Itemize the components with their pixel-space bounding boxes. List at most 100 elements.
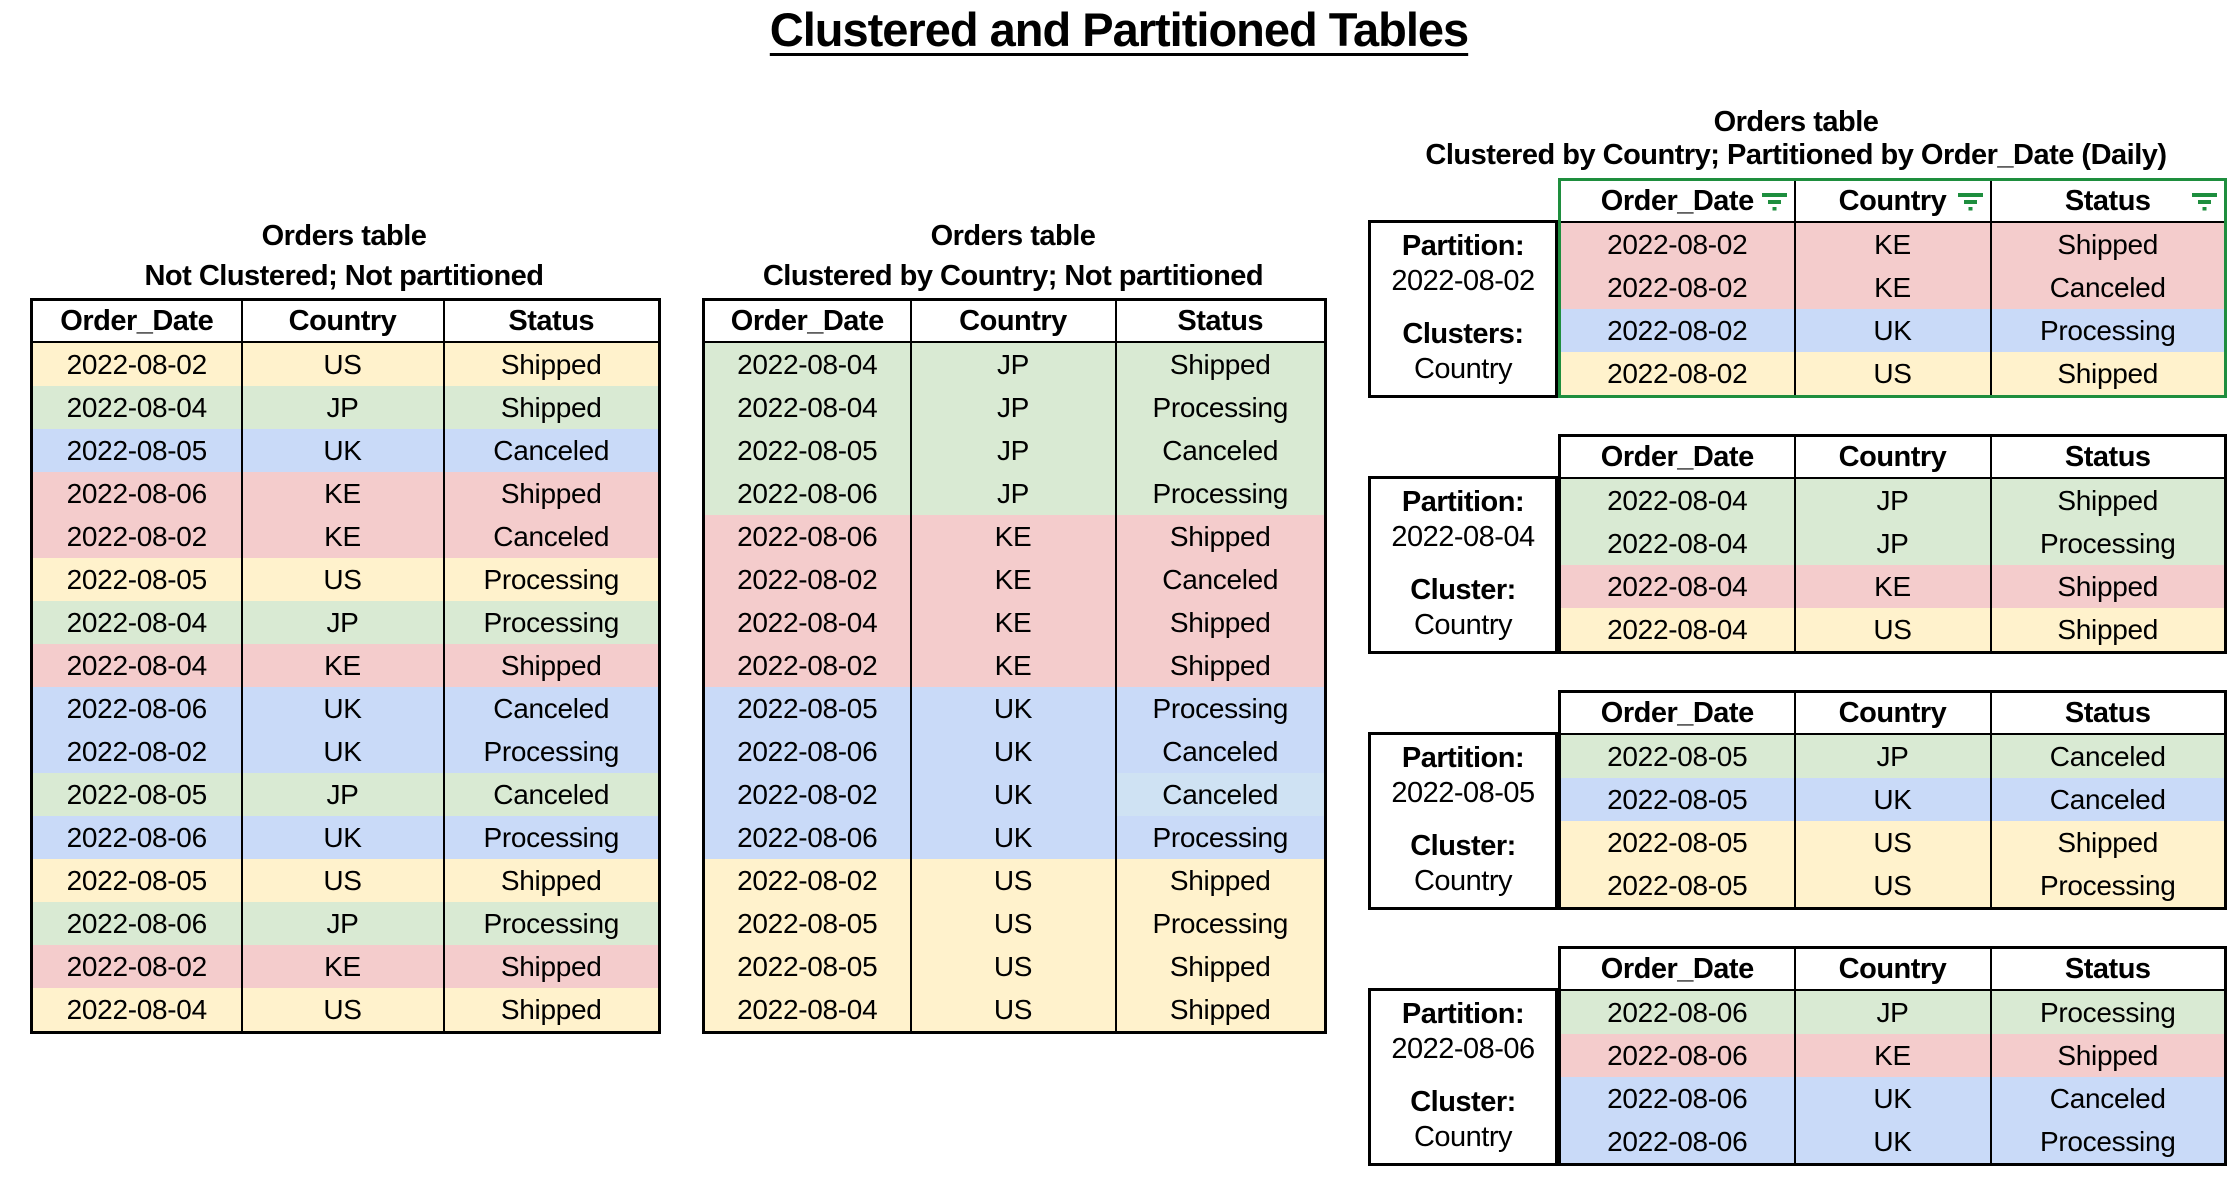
filter-icon[interactable]	[2191, 191, 2218, 211]
order-date-cell: 2022-08-05	[702, 429, 912, 472]
country-cell: JP	[909, 429, 1117, 472]
table-row: 2022-08-02 KE Canceled	[702, 558, 1327, 601]
left-table-caption-line2: Not Clustered; Not partitioned	[144, 260, 544, 292]
country-cell: KE	[909, 515, 1117, 558]
country-cell: JP	[1793, 478, 1992, 522]
table-row: 2022-08-06 KE Shipped	[1558, 1034, 2227, 1077]
table-row: 2022-08-04 KE Shipped	[1558, 565, 2227, 608]
country-cell: KE	[909, 644, 1117, 687]
country-cell: JP	[1793, 522, 1992, 565]
status-cell: Shipped	[442, 644, 661, 687]
order-date-cell: 2022-08-02	[1558, 352, 1796, 397]
order-date-cell: 2022-08-05	[702, 902, 912, 945]
table-row: 2022-08-06 JP Processing	[1558, 990, 2227, 1034]
partition-data-table-wrap: Order_Date Country Status 2022-08-06 JP Proce…	[1558, 946, 2227, 1166]
table-row: 2022-08-02 KE Canceled	[1558, 266, 2227, 309]
order-date-cell: 2022-08-06	[30, 472, 243, 515]
status-cell: Canceled	[442, 773, 661, 816]
table-row: 2022-08-06 UK Canceled	[30, 687, 661, 730]
country-cell: US	[909, 945, 1117, 988]
status-cell: Processing	[442, 730, 661, 773]
country-cell: US	[909, 902, 1117, 945]
table-row: 2022-08-05 UK Canceled	[30, 429, 661, 472]
table-row: 2022-08-05 JP Canceled	[30, 773, 661, 816]
order-date-cell: 2022-08-02	[702, 773, 912, 816]
country-cell: US	[1793, 352, 1992, 397]
table-row: 2022-08-04 JP Processing	[1558, 522, 2227, 565]
table-row: 2022-08-02 US Shipped	[702, 859, 1327, 902]
column-header-order_date: Order_Date	[1558, 690, 1796, 735]
table-row: 2022-08-06 KE Shipped	[30, 472, 661, 515]
partition-label: Partition:	[1401, 998, 1525, 1030]
status-cell: Shipped	[1989, 352, 2227, 397]
table-row: 2022-08-02 KE Canceled	[30, 515, 661, 558]
column-header-country: Country	[909, 298, 1117, 343]
order-date-cell: 2022-08-06	[1558, 1077, 1796, 1120]
country-cell: US	[240, 988, 445, 1033]
column-header-order_date: Order_Date	[702, 298, 912, 343]
country-cell: UK	[240, 730, 445, 773]
table-row: 2022-08-04 US Shipped	[30, 988, 661, 1033]
status-cell: Processing	[1114, 472, 1327, 515]
status-cell: Canceled	[442, 429, 661, 472]
country-cell: UK	[240, 816, 445, 859]
table-row: 2022-08-05 US Shipped	[1558, 821, 2227, 864]
status-cell: Processing	[442, 601, 661, 644]
status-cell: Processing	[1989, 522, 2227, 565]
filter-icon[interactable]	[1957, 191, 1984, 211]
column-header-status: Status	[1989, 946, 2227, 991]
left-table-caption-line1: Orders table	[261, 220, 427, 252]
status-cell: Shipped	[442, 386, 661, 429]
country-cell: UK	[909, 687, 1117, 730]
middle-table-caption-line2: Clustered by Country; Not partitioned	[762, 260, 1264, 292]
filter-icon[interactable]	[1761, 191, 1788, 211]
order-date-cell: 2022-08-05	[702, 687, 912, 730]
table-row: 2022-08-06 KE Shipped	[702, 515, 1327, 558]
partition-info-cell: Partition: 2022-08-05 Cluster: Country	[1368, 732, 1558, 910]
country-cell: KE	[1793, 565, 1992, 608]
header-row: Order_Date Country Status	[30, 298, 661, 343]
status-cell: Canceled	[442, 515, 661, 558]
country-cell: KE	[240, 472, 445, 515]
header-row: Order_Date Country Status	[1558, 434, 2227, 479]
table-row: 2022-08-06 UK Canceled	[702, 730, 1327, 773]
country-cell: UK	[909, 816, 1117, 859]
partition-data-table-2022-08-02: Order_Date Country Status 2022-08-02 KE Shipp…	[1558, 178, 2227, 398]
country-cell: US	[1793, 864, 1992, 909]
status-cell: Shipped	[1114, 601, 1327, 644]
status-cell: Shipped	[1114, 945, 1327, 988]
partition-table-2022-08-02: Partition: 2022-08-02 Clusters: Country Orde…	[1368, 178, 2227, 398]
cluster-group: Cluster: Country	[1371, 573, 1555, 643]
column-header-status: Status	[1989, 434, 2227, 479]
country-cell: UK	[1793, 1120, 1992, 1165]
country-cell: JP	[909, 472, 1117, 515]
country-cell: KE	[1793, 1034, 1992, 1077]
right-section-caption-line2: Clustered by Country; Partitioned by Ord…	[1425, 139, 2167, 171]
order-date-cell: 2022-08-04	[30, 601, 243, 644]
country-cell: UK	[240, 429, 445, 472]
partition-date: 2022-08-04	[1391, 521, 1535, 553]
partition-date: 2022-08-02	[1391, 265, 1535, 297]
status-cell: Processing	[442, 816, 661, 859]
column-header-order_date: Order_Date	[1558, 178, 1796, 223]
country-cell: US	[909, 988, 1117, 1033]
status-cell: Shipped	[442, 988, 661, 1033]
table-row: 2022-08-02 US Shipped	[30, 342, 661, 386]
country-cell: US	[1793, 821, 1992, 864]
partition-data-table-wrap: Order_Date Country Status 2022-08-05 JP Cance…	[1558, 690, 2227, 910]
table-row: 2022-08-02 KE Shipped	[702, 644, 1327, 687]
order-date-cell: 2022-08-05	[1558, 864, 1796, 909]
order-date-cell: 2022-08-05	[1558, 734, 1796, 778]
country-cell: JP	[240, 902, 445, 945]
table-row: 2022-08-04 JP Shipped	[702, 342, 1327, 386]
status-cell: Shipped	[1989, 821, 2227, 864]
right-section-caption-line1: Orders table	[1713, 106, 1879, 138]
column-header-status: Status	[1989, 178, 2227, 223]
cluster-label: Cluster:	[1410, 574, 1516, 606]
status-cell: Shipped	[1989, 478, 2227, 522]
partition-data-table-2022-08-04: Order_Date Country Status 2022-08-04 JP Shipp…	[1558, 434, 2227, 654]
status-cell: Shipped	[442, 945, 661, 988]
country-cell: JP	[909, 342, 1117, 386]
status-cell: Canceled	[1989, 266, 2227, 309]
